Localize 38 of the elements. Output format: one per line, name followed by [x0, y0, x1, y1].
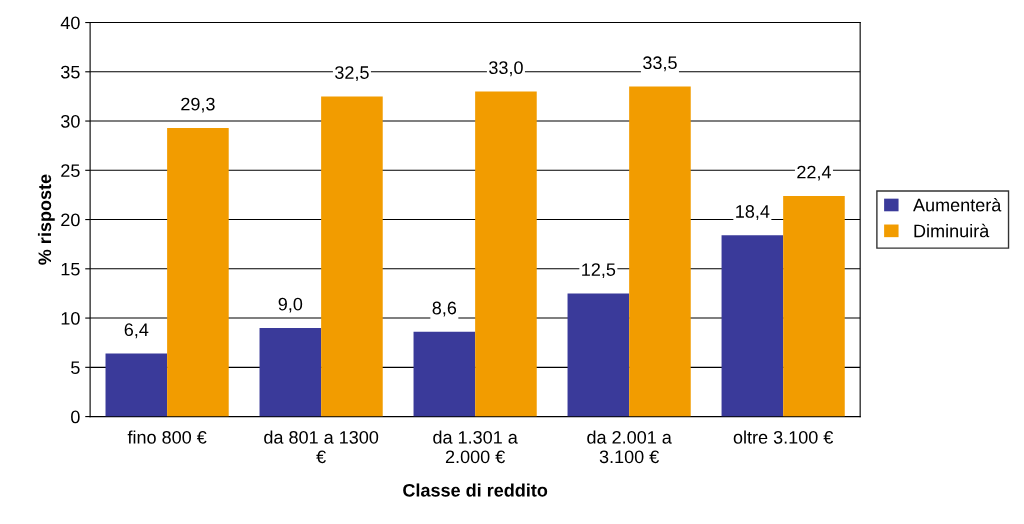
data-label: 32,5: [335, 66, 369, 82]
bar: [167, 127, 229, 417]
bar: [321, 96, 383, 417]
y-tick-label: 5: [71, 361, 80, 375]
y-tick-label: 20: [61, 213, 80, 227]
bar: [721, 235, 784, 417]
data-label: 33,0: [489, 61, 523, 77]
bar: [259, 327, 322, 417]
y-tick-label: 0: [71, 410, 80, 424]
x-tick-label: fino 800 €: [127, 430, 207, 444]
x-tick-label: da 1.301 a 2.000 €: [433, 430, 518, 464]
x-tick-label: da 2.001 a 3.100 €: [587, 430, 672, 464]
legend-label: Diminuirà: [914, 223, 990, 238]
bar: [567, 293, 630, 417]
y-tick-label: 15: [61, 262, 80, 276]
data-label: 12,5: [582, 263, 616, 279]
data-label: 18,4: [736, 205, 770, 220]
data-label: 29,3: [181, 97, 215, 113]
y-tick-label: 30: [61, 114, 80, 128]
y-tick-label: 25: [61, 164, 80, 178]
data-label: 6,4: [124, 323, 149, 339]
data-label: 8,6: [432, 301, 457, 317]
x-tick-label: da 801 a 1300 €: [264, 430, 379, 464]
x-axis-title: Classe di reddito: [403, 483, 548, 497]
y-tick-label: 35: [61, 65, 80, 79]
data-label: 33,5: [643, 56, 677, 72]
legend-label: Aumenterà: [913, 198, 1002, 212]
bar: [105, 353, 168, 417]
bar: [413, 331, 476, 417]
bar: [783, 195, 845, 417]
bar: [629, 86, 691, 417]
y-axis-title: % risposte: [37, 174, 55, 265]
x-tick-label: oltre 3.100 €: [733, 430, 834, 444]
y-tick-label: 40: [60, 16, 80, 30]
data-label: 9,0: [278, 297, 303, 313]
bar: [475, 91, 537, 417]
y-tick-label: 10: [61, 312, 80, 325]
data-label: 22,4: [797, 165, 831, 181]
